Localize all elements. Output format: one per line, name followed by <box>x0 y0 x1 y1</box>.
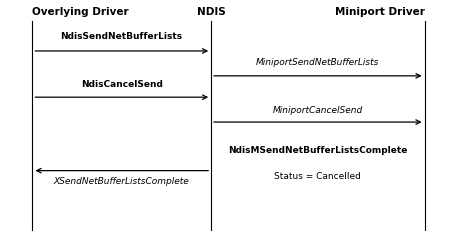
Text: Overlying Driver: Overlying Driver <box>32 7 129 17</box>
Text: NdisSendNetBufferLists: NdisSendNetBufferLists <box>60 32 182 41</box>
Text: Status = Cancelled: Status = Cancelled <box>274 172 361 181</box>
Text: Miniport Driver: Miniport Driver <box>334 7 424 17</box>
Text: MiniportCancelSend: MiniportCancelSend <box>272 106 362 115</box>
Text: MiniportSendNetBufferLists: MiniportSendNetBufferLists <box>256 58 379 67</box>
Text: NdisCancelSend: NdisCancelSend <box>81 80 162 89</box>
Text: XSendNetBufferListsComplete: XSendNetBufferListsComplete <box>54 177 189 186</box>
Text: NdisMSendNetBufferListsComplete: NdisMSendNetBufferListsComplete <box>228 146 407 155</box>
Text: NDIS: NDIS <box>196 7 225 17</box>
